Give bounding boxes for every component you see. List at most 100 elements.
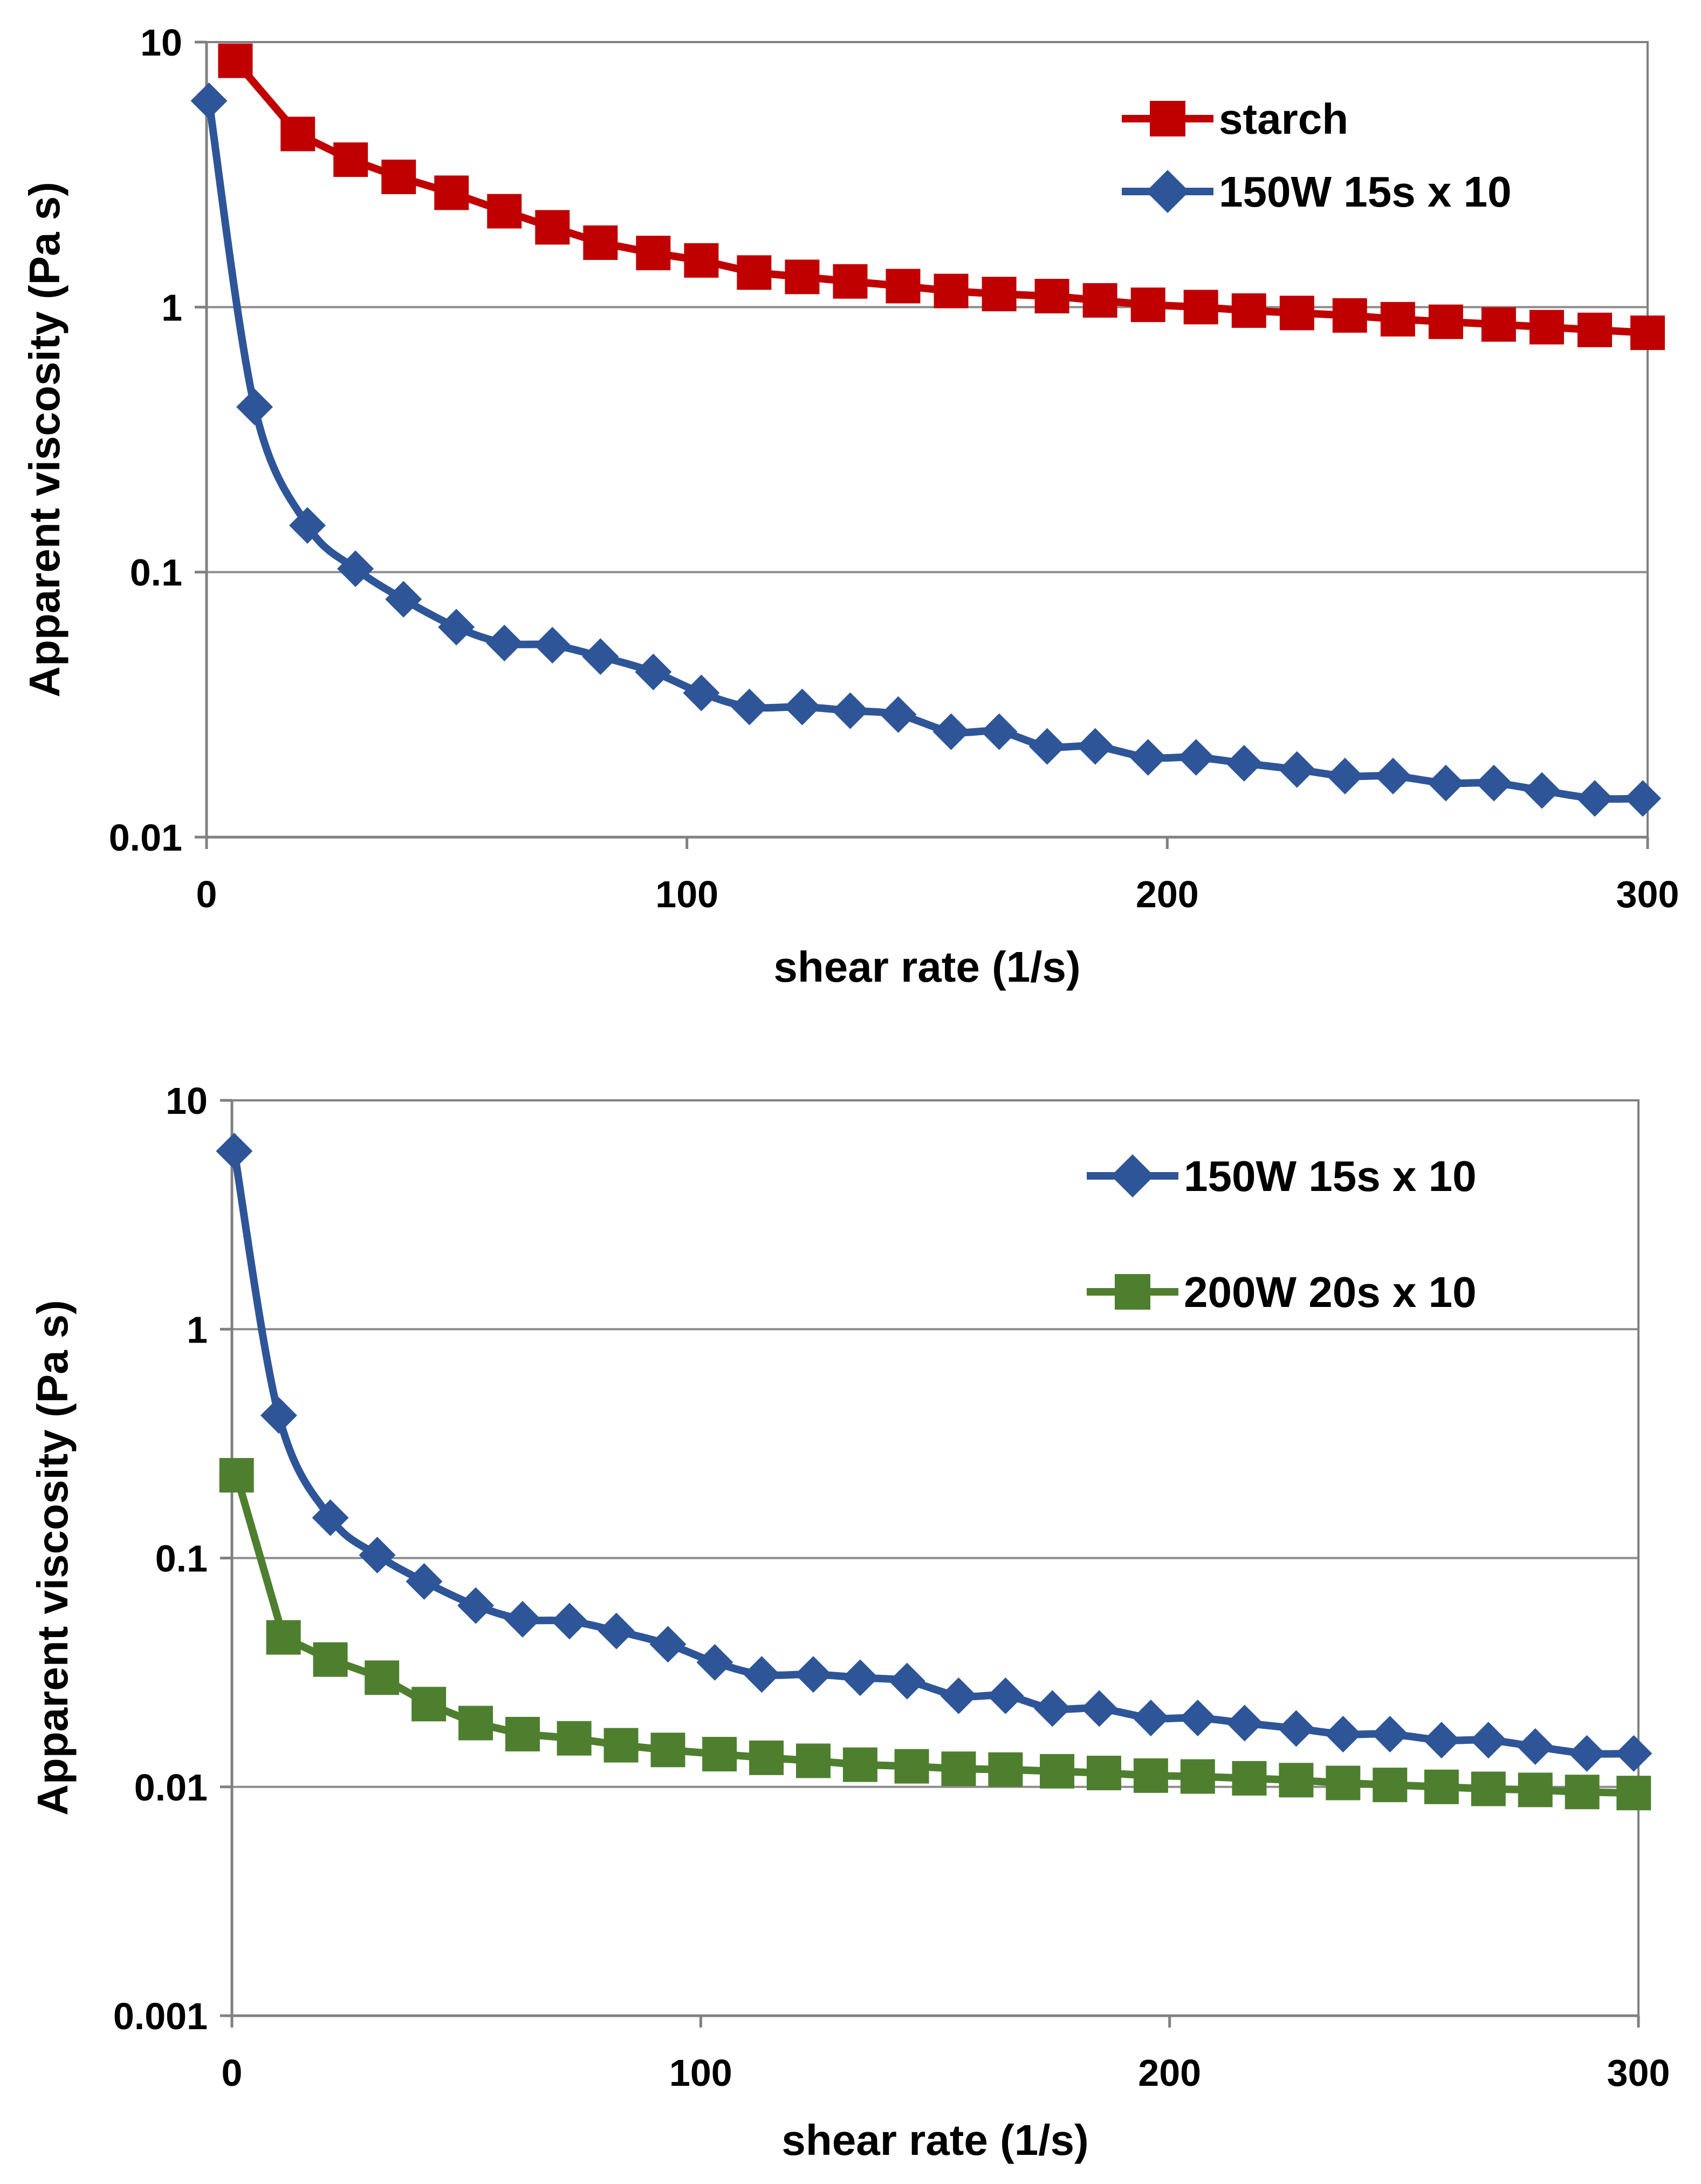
data-point-starch	[684, 243, 719, 278]
data-point-150w-15s-x-10	[1076, 728, 1114, 765]
legend-label: starch	[1219, 95, 1348, 143]
data-point-150w-15s-x-10	[743, 1656, 780, 1693]
data-point-starch	[934, 273, 969, 309]
chart-panel-top: 10 1 0.1 0.01 0 100 200 300 shear rate (…	[20, 22, 1679, 991]
legend-marker	[1111, 1154, 1154, 1197]
data-point-150w-15s-x-10	[1325, 1715, 1362, 1752]
data-point-150w-15s-x-10	[649, 1626, 687, 1663]
data-point-150w-15s-x-10	[289, 507, 326, 544]
legend: starch 150W 15s x 10	[1122, 95, 1512, 216]
data-point-starch	[1130, 287, 1165, 323]
data-point-150w-15s-x-10	[696, 1644, 733, 1681]
data-point-150w-15s-x-10	[457, 1587, 495, 1624]
data-point-200w-20s-x-10	[1279, 1763, 1314, 1798]
data-point-150w-15s-x-10	[236, 388, 273, 426]
data-point-starch	[1332, 298, 1367, 333]
data-point-150w-15s-x-10	[406, 1563, 443, 1600]
data-point-starch	[487, 194, 522, 229]
data-point-150w-15s-x-10	[1028, 728, 1066, 765]
x-tick-label: 300	[1616, 873, 1679, 915]
data-point-150w-15s-x-10	[1278, 1710, 1315, 1747]
data-point-starch	[636, 236, 671, 271]
data-point-starch	[1428, 304, 1463, 339]
data-point-150w-15s-x-10	[940, 1677, 977, 1714]
data-point-starch	[1481, 307, 1516, 342]
data-point-150w-15s-x-10	[932, 713, 970, 750]
data-point-150w-15s-x-10	[1278, 751, 1315, 788]
data-point-200w-20s-x-10	[894, 1749, 929, 1784]
data-point-200w-20s-x-10	[1326, 1765, 1361, 1800]
legend-label: 200W 20s x 10	[1184, 1268, 1477, 1316]
data-point-150w-15s-x-10	[359, 1537, 396, 1574]
data-point-starch	[381, 159, 416, 194]
x-axis-title: shear rate (1/s)	[773, 943, 1080, 991]
data-point-starch	[280, 117, 315, 152]
data-point-150w-15s-x-10	[1470, 1722, 1507, 1759]
data-point-starch	[737, 255, 772, 290]
data-point-200w-20s-x-10	[1086, 1755, 1121, 1790]
x-tick-label: 100	[655, 873, 718, 915]
data-point-200w-20s-x-10	[1133, 1758, 1168, 1793]
data-point-150w-15s-x-10	[1427, 764, 1464, 802]
data-point-starch	[1034, 278, 1069, 313]
data-point-150w-15s-x-10	[1326, 757, 1363, 795]
data-point-starch	[833, 264, 868, 299]
data-point-150w-15s-x-10	[1371, 1715, 1409, 1752]
data-point-150w-15s-x-10	[1568, 1735, 1606, 1772]
data-point-150w-15s-x-10	[784, 688, 821, 725]
data-point-200w-20s-x-10	[988, 1752, 1023, 1787]
y-tick-labels: 10 1 0.1 0.01 0.001	[113, 1080, 208, 2037]
data-point-150w-15s-x-10	[1129, 739, 1167, 776]
data-point-200w-20s-x-10	[219, 1458, 254, 1493]
y-tick-label: 0.001	[113, 1995, 208, 2037]
y-tick-label: 0.1	[130, 552, 182, 594]
data-point-150w-15s-x-10	[1179, 1700, 1216, 1737]
data-point-150w-15s-x-10	[337, 550, 374, 587]
data-point-starch	[785, 259, 820, 295]
data-point-150w-15s-x-10	[1034, 1690, 1071, 1727]
x-tick-labels: 0 100 200 300	[222, 2052, 1670, 2094]
data-point-starch	[1630, 315, 1665, 350]
data-point-150w-15s-x-10	[794, 1656, 832, 1693]
data-point-150w-15s-x-10	[987, 1677, 1024, 1714]
data-point-150w-15s-x-10	[438, 608, 475, 646]
data-point-200w-20s-x-10	[458, 1706, 493, 1741]
x-tick-label: 0	[222, 2052, 243, 2094]
data-point-200w-20s-x-10	[505, 1716, 540, 1751]
data-point-starch	[333, 142, 368, 177]
y-tick-label: 1	[161, 286, 182, 328]
data-point-150w-15s-x-10	[635, 653, 672, 690]
data-point-200w-20s-x-10	[1518, 1772, 1553, 1808]
data-point-150w-15s-x-10	[504, 1601, 541, 1638]
data-point-starch	[1380, 302, 1415, 337]
data-point-150w-15s-x-10	[1524, 772, 1561, 809]
data-point-150w-15s-x-10	[1624, 780, 1662, 817]
data-point-200w-20s-x-10	[365, 1660, 400, 1695]
data-point-150w-15s-x-10	[1615, 1735, 1652, 1772]
data-point-150w-15s-x-10	[1576, 780, 1614, 817]
x-tick-label: 100	[669, 2052, 732, 2094]
data-point-200w-20s-x-10	[313, 1642, 348, 1677]
data-point-150w-15s-x-10	[1081, 1690, 1118, 1727]
data-point-150w-15s-x-10	[385, 580, 422, 618]
data-point-150w-15s-x-10	[880, 696, 917, 733]
data-point-150w-15s-x-10	[832, 692, 869, 729]
y-tick-marks	[220, 1099, 232, 2017]
legend: 150W 15s x 10 200W 20s x 10	[1087, 1152, 1477, 1316]
legend-entry-200w: 200W 20s x 10	[1087, 1268, 1477, 1316]
data-point-200w-20s-x-10	[1424, 1769, 1459, 1804]
data-point-starch	[886, 269, 921, 304]
legend-marker	[1146, 170, 1189, 213]
data-point-150w-15s-x-10	[582, 638, 619, 675]
data-point-200w-20s-x-10	[795, 1743, 831, 1778]
y-axis-title: Apparent viscosity (Pa s)	[29, 1300, 77, 1816]
x-tick-marks	[205, 837, 1649, 849]
data-series	[190, 43, 1665, 817]
data-point-150w-15s-x-10	[1225, 745, 1263, 782]
data-point-starch	[434, 175, 469, 210]
data-point-200w-20s-x-10	[557, 1721, 592, 1756]
data-point-starch	[1082, 283, 1117, 318]
data-point-150w-15s-x-10	[1132, 1700, 1169, 1737]
data-point-starch	[1577, 312, 1613, 347]
